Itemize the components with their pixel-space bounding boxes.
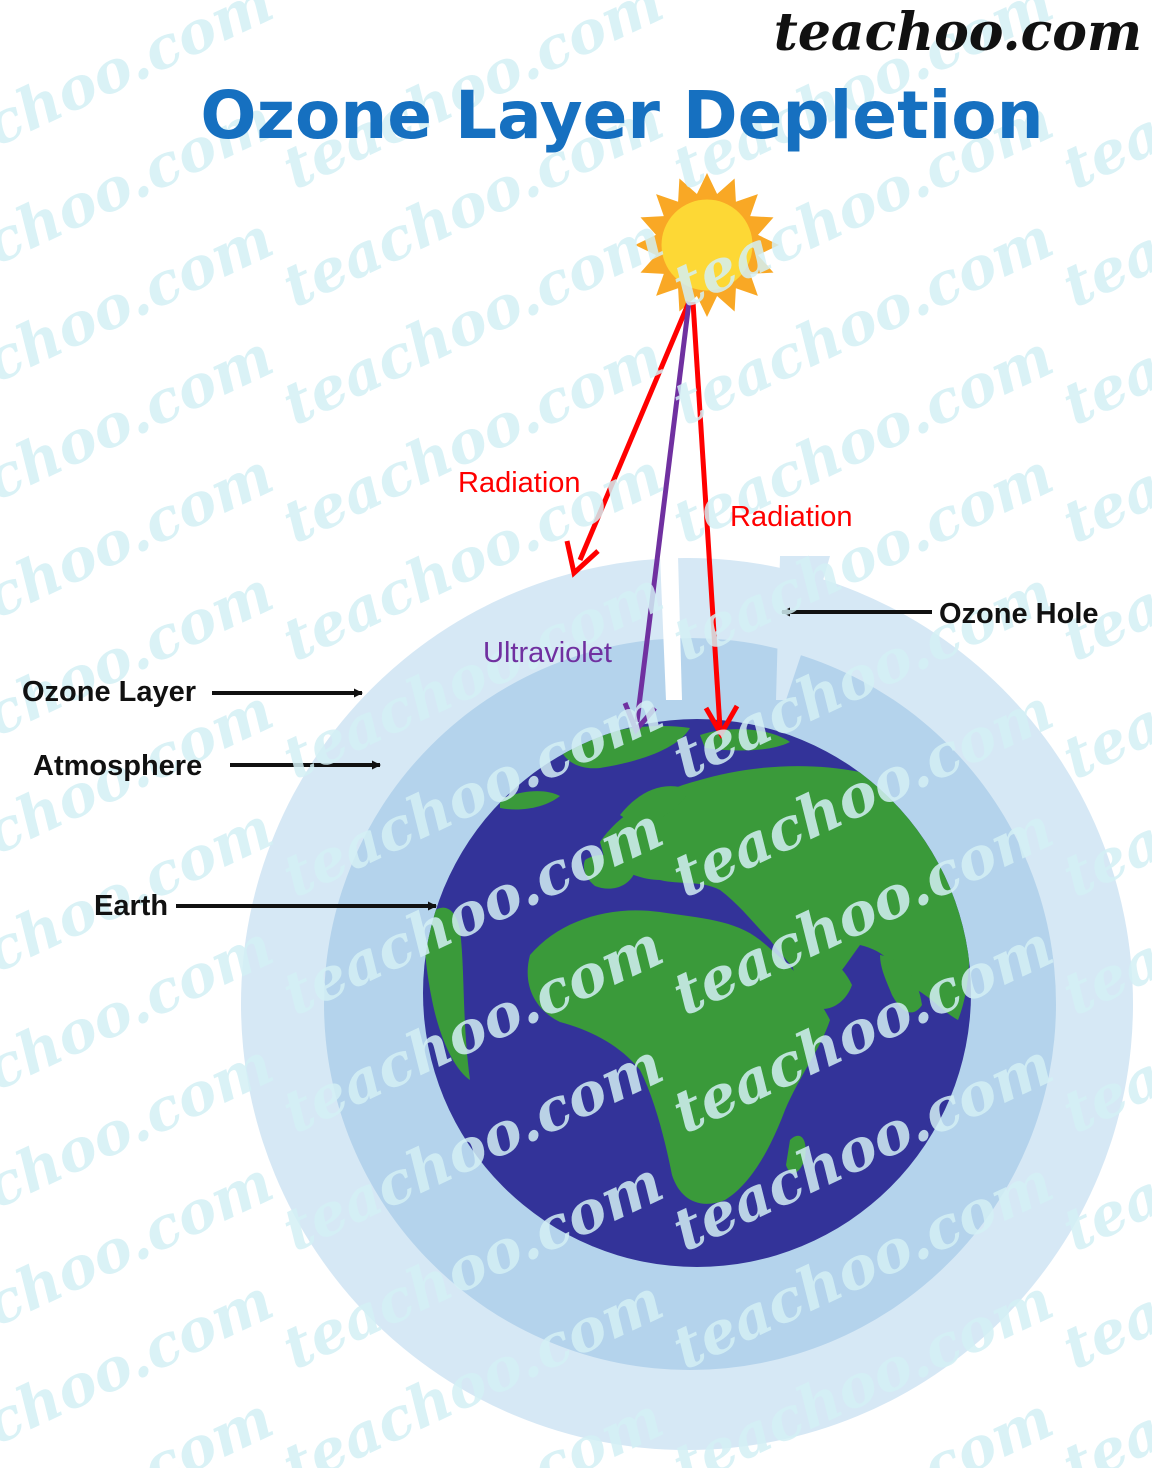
radiation-arrow-left [564,301,692,578]
atmosphere-label: Atmosphere [33,750,202,782]
radiation-label-right: Radiation [730,501,853,533]
earth-globe [423,719,971,1267]
ozone-layer-label: Ozone Layer [22,676,196,708]
ozone-hole-label: Ozone Hole [939,598,1099,630]
radiation-label-left: Radiation [458,467,581,499]
page-title: Ozone Layer Depletion [200,77,1043,154]
ozone-hole-gap-right [776,556,830,700]
brand-logo: teachoo.com [774,2,1142,63]
radiation-arrow-right [690,301,740,740]
earth-label: Earth [94,890,168,922]
sun-icon [635,173,779,317]
ozone-hole-gap-left [660,556,682,700]
continents [424,726,970,1204]
ultraviolet-label: Ultraviolet [483,637,612,669]
ultraviolet-arrow [622,301,692,735]
